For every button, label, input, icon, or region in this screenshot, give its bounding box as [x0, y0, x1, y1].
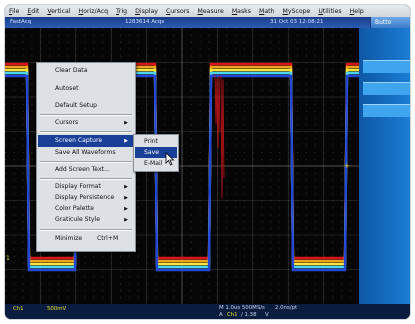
submenu-arrow-icon: ▶: [124, 217, 128, 223]
menu-vertical[interactable]: Vertical: [47, 7, 71, 15]
menu-utilities[interactable]: Utilities: [318, 7, 342, 15]
submenu-arrow-icon: ▶: [124, 195, 128, 201]
menu-masks[interactable]: Masks: [231, 7, 251, 15]
menu-separator: [40, 161, 132, 163]
mouse-pointer-icon: [165, 152, 175, 166]
svg-text:+: +: [344, 162, 350, 170]
bottom-readout-bar: Ch1 500mV M 1.0us 500MS/s 2.0ns/pt A Ch1…: [5, 304, 410, 319]
menu-item-default-setup[interactable]: Default Setup: [55, 102, 97, 109]
menu-bar: File Edit Vertical Horiz/Acq Trig Displa…: [5, 5, 410, 17]
acquisition-mode: FastAcq: [10, 19, 32, 25]
menu-help[interactable]: Help: [349, 7, 364, 15]
menu-item-save-all-waveforms[interactable]: Save All Waveforms: [55, 149, 116, 156]
menu-trig[interactable]: Trig: [116, 7, 128, 15]
menu-file[interactable]: File: [9, 7, 20, 15]
submenu-arrow-icon: ▶: [124, 184, 128, 190]
trigger-unit: V: [265, 311, 269, 318]
submenu-item-save[interactable]: Save: [135, 147, 177, 158]
submenu-arrow-icon: ▶: [124, 120, 128, 126]
menu-edit[interactable]: Edit: [27, 7, 40, 15]
menu-item-graticule-style[interactable]: Graticule Style ▶: [38, 214, 134, 226]
menu-item-autoset[interactable]: Autoset: [55, 85, 79, 92]
side-panel-button-2[interactable]: [363, 82, 410, 95]
submenu-item-print[interactable]: Print: [144, 138, 159, 145]
menu-horiz-acq[interactable]: Horiz/Acq: [78, 7, 109, 15]
menu-item-cursors[interactable]: Cursors ▶: [38, 117, 134, 129]
app-window: File Edit Vertical Horiz/Acq Trig Displa…: [5, 5, 410, 319]
menu-item-screen-capture[interactable]: Screen Capture ▶: [38, 135, 134, 147]
trigger-level[interactable]: / 1.38: [241, 311, 257, 318]
channel-scale[interactable]: 500mV: [47, 306, 67, 312]
acquisition-status-bar: FastAcq 1283614 Acqs 31 Oct 03 12:08:21: [5, 17, 410, 28]
menu-cursors[interactable]: Cursors: [165, 7, 190, 15]
minimize-shortcut: Ctrl+M: [97, 235, 119, 242]
menu-item-clear-data[interactable]: Clear Data: [55, 67, 88, 74]
menu-separator: [40, 229, 132, 231]
menu-item-minimize[interactable]: Minimize Ctrl+M: [38, 233, 134, 245]
menu-item-display-format[interactable]: Display Format ▶: [38, 181, 134, 193]
side-control-panel: [359, 28, 410, 304]
menu-separator: [40, 131, 132, 133]
menu-myscope[interactable]: MyScope: [282, 7, 311, 15]
menu-measure[interactable]: Measure: [197, 7, 224, 15]
menu-item-color-palette[interactable]: Color Palette ▶: [38, 203, 134, 215]
ground-marker: 1: [6, 255, 10, 262]
menu-item-display-persistence[interactable]: Display Persistence ▶: [38, 192, 134, 204]
horizontal-readout[interactable]: M 1.0us 500MS/s: [219, 305, 265, 311]
menu-math[interactable]: Math: [259, 7, 275, 15]
submenu-arrow-icon: ▶: [124, 138, 128, 144]
menu-separator: [40, 178, 132, 180]
menu-display[interactable]: Display: [135, 7, 158, 15]
context-menu: Clear Data Autoset Default Setup Cursors…: [36, 62, 136, 252]
channel-label[interactable]: Ch1: [13, 306, 24, 312]
menu-separator: [40, 114, 132, 116]
trigger-channel[interactable]: Ch1: [227, 311, 238, 318]
date-time: 31 Oct 03 12:08:21: [270, 19, 324, 25]
submenu-arrow-icon: ▶: [124, 206, 128, 212]
screen-capture-submenu: Print Save E-Mail: [133, 134, 179, 172]
submenu-item-email[interactable]: E-Mail: [144, 160, 163, 167]
acquisition-count: 1283614 Acqs: [125, 19, 165, 25]
trigger-source-prefix: A: [219, 311, 223, 318]
sample-interval: 2.0ns/pt: [275, 305, 298, 311]
side-panel-button-1[interactable]: [363, 60, 410, 73]
buttons-toggle[interactable]: Butto: [370, 17, 410, 28]
side-panel-button-3[interactable]: [363, 104, 410, 117]
menu-item-add-screen-text[interactable]: Add Screen Text...: [55, 166, 110, 173]
